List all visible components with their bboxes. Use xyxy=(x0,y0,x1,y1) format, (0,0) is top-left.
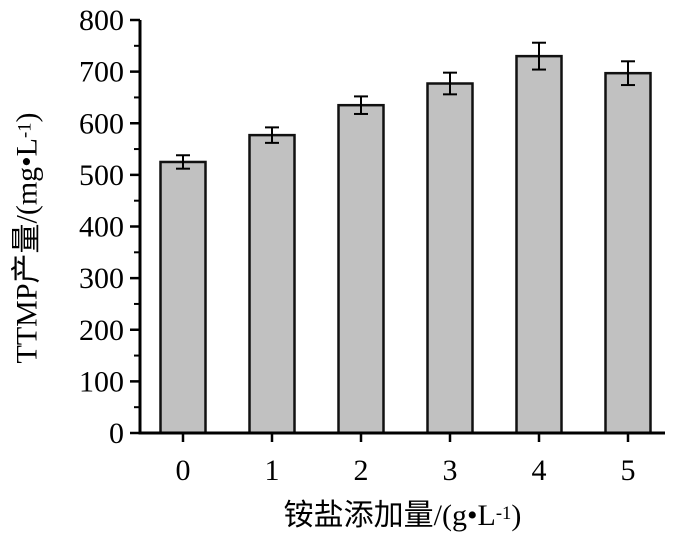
y-axis-label: TTMP产量/(mg•L-1) xyxy=(11,113,44,364)
bar-5 xyxy=(604,71,652,435)
bar-2 xyxy=(337,103,385,435)
y-tick-label: 800 xyxy=(79,4,124,37)
y-tick-label: 0 xyxy=(109,417,124,450)
y-tick-label: 200 xyxy=(79,314,124,347)
y-tick-label: 300 xyxy=(79,262,124,295)
y-axis-label-superscript: -1 xyxy=(14,122,36,139)
bar-1 xyxy=(248,133,296,435)
x-tick-label: 4 xyxy=(532,454,547,487)
bar-4 xyxy=(515,54,563,435)
x-tick-label: 1 xyxy=(265,454,280,487)
x-axis-label-superscript: -1 xyxy=(495,503,512,524)
y-tick-label: 700 xyxy=(79,56,124,89)
y-tick-label: 400 xyxy=(79,211,124,244)
bar-3 xyxy=(426,82,474,435)
y-tick-label: 500 xyxy=(79,159,124,192)
x-tick-label: 2 xyxy=(354,454,369,487)
x-tick-label: 3 xyxy=(443,454,458,487)
x-axis-label-close: ) xyxy=(511,499,522,532)
x-tick-label: 0 xyxy=(176,454,191,487)
y-axis-label-close: ) xyxy=(10,112,44,123)
x-axis-label-text: 铵盐添加量/(g•L xyxy=(283,499,496,532)
y-tick-label: 100 xyxy=(79,365,124,398)
bar-0 xyxy=(159,160,207,435)
y-axis-label-text: TTMP产量/(mg•L xyxy=(10,138,44,364)
x-axis-label: 铵盐添加量/(g•L-1) xyxy=(140,499,665,532)
y-tick-label: 600 xyxy=(79,107,124,140)
x-tick-label: 5 xyxy=(621,454,636,487)
